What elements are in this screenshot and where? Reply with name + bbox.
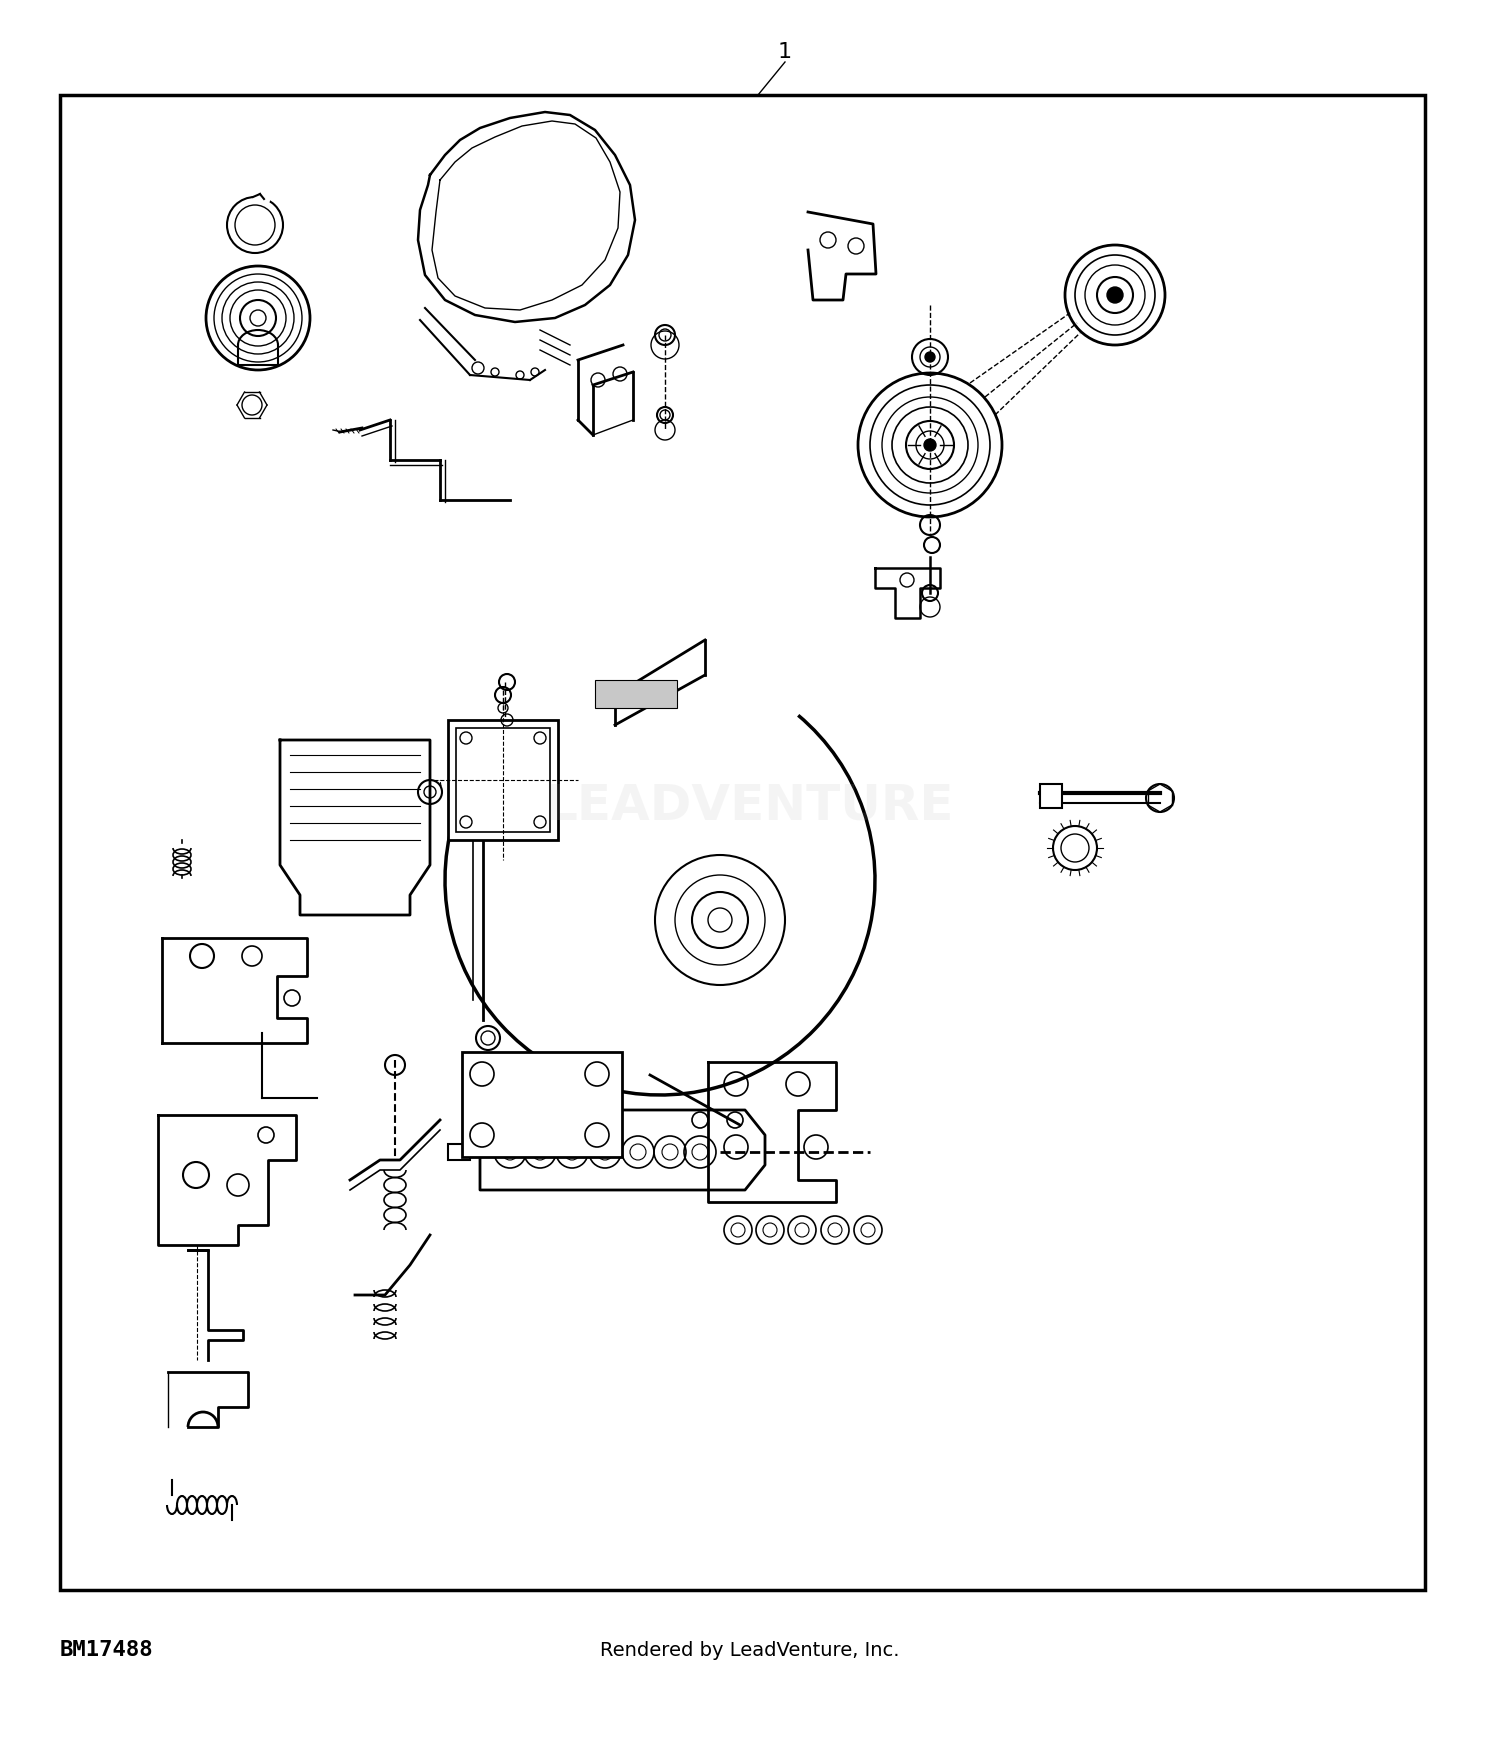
Text: Rendered by LeadVenture, Inc.: Rendered by LeadVenture, Inc. [600, 1640, 900, 1659]
Circle shape [924, 439, 936, 452]
Circle shape [1107, 287, 1124, 303]
Bar [596, 681, 676, 709]
Text: 1: 1 [778, 42, 792, 61]
Bar [60, 94, 1425, 1591]
Text: LEADVENTURE: LEADVENTURE [546, 780, 954, 830]
Bar [462, 1052, 622, 1157]
Text: BM17488: BM17488 [60, 1640, 153, 1661]
Circle shape [926, 352, 934, 362]
Bar [1040, 784, 1062, 808]
Bar [448, 719, 558, 840]
Bar [456, 728, 550, 831]
Bar [448, 1144, 470, 1160]
